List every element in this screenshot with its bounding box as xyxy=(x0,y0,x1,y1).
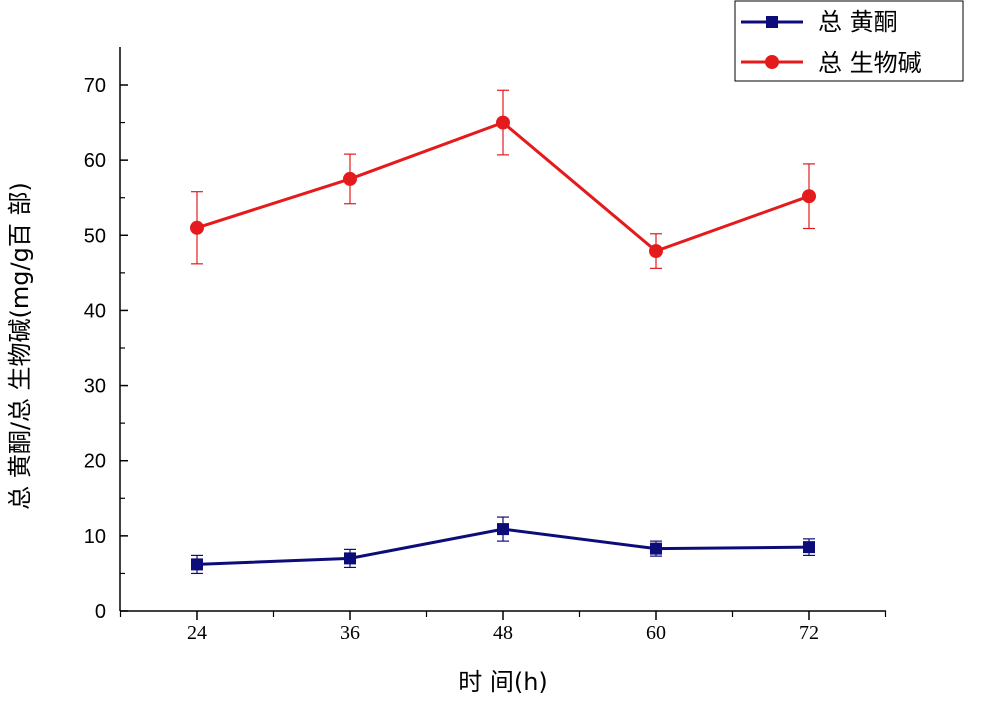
y-tick-label: 20 xyxy=(84,451,106,473)
data-point xyxy=(497,523,509,536)
data-point xyxy=(649,244,663,259)
data-point xyxy=(344,552,356,565)
x-tick-label: 36 xyxy=(340,622,360,644)
legend-label-alkaloids: 总 生物碱 xyxy=(818,49,922,77)
x-tick-label: 48 xyxy=(493,622,513,644)
y-tick-label: 40 xyxy=(84,300,106,322)
data-point xyxy=(190,220,204,235)
data-point xyxy=(343,171,357,186)
y-axis-ticks: 0 10 20 30 40 50 60 70 xyxy=(84,75,128,623)
legend-marker-alkaloids xyxy=(765,55,779,69)
data-point xyxy=(496,115,510,130)
legend-label-flavonoids: 总 黄酮 xyxy=(818,8,898,36)
x-tick-label: 72 xyxy=(799,622,819,644)
legend-marker-flavonoids xyxy=(766,16,778,28)
series-1 xyxy=(190,89,816,269)
y-tick-label: 30 xyxy=(84,376,106,398)
series-layer xyxy=(190,89,816,575)
data-point xyxy=(802,189,816,204)
y-tick-label: 60 xyxy=(84,150,106,172)
data-point xyxy=(650,542,662,555)
y-tick-label: 50 xyxy=(84,225,106,247)
data-point xyxy=(191,558,203,571)
x-axis-title: 时 间(h) xyxy=(458,668,548,696)
y-tick-label: 10 xyxy=(84,526,106,548)
x-tick-label: 60 xyxy=(646,622,666,644)
legend: 总 黄酮 总 生物碱 xyxy=(734,0,964,82)
y-tick-label: 0 xyxy=(95,601,106,623)
y-tick-label: 70 xyxy=(84,75,106,97)
series-0 xyxy=(191,516,815,575)
y-axis-title: 总 黄酮/总 生物碱(mg/g百 部) xyxy=(6,182,34,510)
x-tick-label: 24 xyxy=(187,622,207,644)
x-axis-ticks: 24 36 48 60 72 xyxy=(119,611,887,644)
data-point xyxy=(803,541,815,554)
